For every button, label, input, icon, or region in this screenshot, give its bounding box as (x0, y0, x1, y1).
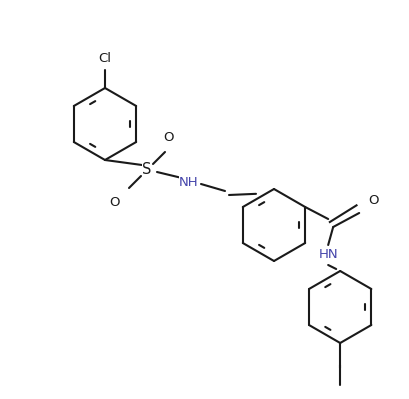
Text: O: O (367, 194, 378, 207)
Text: NH: NH (179, 176, 198, 188)
Text: HN: HN (317, 249, 337, 261)
Text: S: S (142, 162, 151, 178)
Text: O: O (110, 196, 120, 209)
Text: Cl: Cl (98, 51, 111, 65)
Text: O: O (163, 132, 174, 144)
